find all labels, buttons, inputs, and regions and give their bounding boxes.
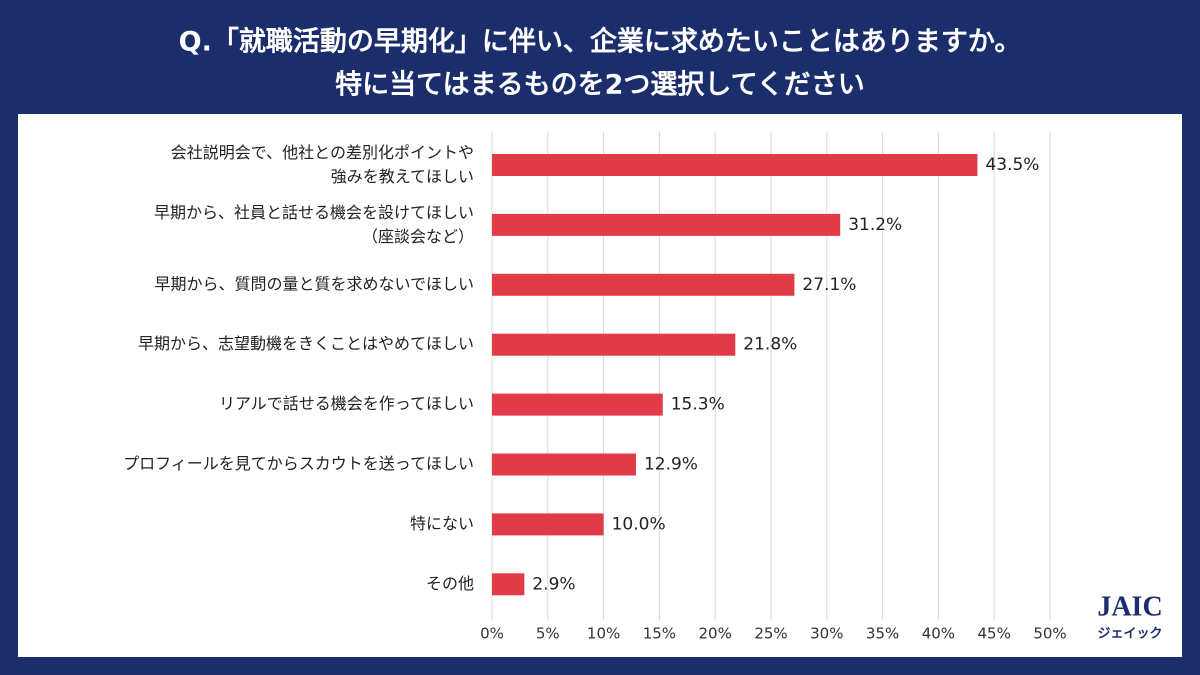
value-label: 15.3% bbox=[671, 395, 725, 415]
value-label: 21.8% bbox=[743, 335, 797, 355]
value-label: 31.2% bbox=[848, 215, 902, 235]
chart-panel bbox=[18, 114, 1182, 657]
y-tick-label: リアルで話せる機会を作ってほしい bbox=[219, 394, 474, 413]
x-tick-label: 20% bbox=[699, 625, 732, 643]
bar bbox=[492, 213, 841, 236]
logo-kana: ジェイック bbox=[1097, 627, 1162, 642]
bar bbox=[492, 573, 525, 596]
bar bbox=[492, 513, 604, 536]
bar bbox=[492, 333, 736, 356]
x-tick-label: 50% bbox=[1033, 625, 1066, 643]
x-tick-label: 35% bbox=[866, 625, 899, 643]
y-tick-label: 会社説明会で、他社との差別化ポイントや強みを教えてほしい bbox=[171, 143, 474, 186]
bar bbox=[492, 453, 636, 476]
y-tick-label: 早期から、質問の量と質を求めないでほしい bbox=[154, 274, 474, 293]
x-tick-label: 10% bbox=[587, 625, 620, 643]
x-tick-label: 45% bbox=[978, 625, 1011, 643]
x-tick-label: 40% bbox=[922, 625, 955, 643]
bar bbox=[492, 273, 795, 296]
y-tick-label: 早期から、志望動機をきくことはやめてほしい bbox=[138, 334, 474, 353]
value-label: 2.9% bbox=[532, 574, 575, 594]
logo-name: JAIC bbox=[1097, 591, 1162, 622]
bar bbox=[492, 154, 978, 176]
chart-title: Q.「就職活動の早期化」に伴い、企業に求めたいことはありますか。 bbox=[179, 26, 1022, 58]
y-tick-label: 早期から、社員と話せる機会を設けてほしい（座談会など） bbox=[154, 202, 474, 245]
bar bbox=[492, 393, 663, 416]
chart-subtitle: 特に当てはまるものを2つ選択してください bbox=[335, 70, 865, 101]
x-tick-label: 0% bbox=[480, 625, 504, 643]
x-tick-label: 25% bbox=[754, 625, 787, 643]
y-tick-label: その他 bbox=[426, 574, 474, 593]
y-tick-label: 特にない bbox=[410, 514, 474, 533]
value-label: 27.1% bbox=[802, 275, 856, 295]
x-tick-label: 5% bbox=[536, 625, 560, 643]
x-tick-label: 30% bbox=[810, 625, 843, 643]
value-label: 12.9% bbox=[644, 455, 698, 475]
x-tick-label: 15% bbox=[643, 625, 676, 643]
y-tick-label: プロフィールを見てからスカウトを送ってほしい bbox=[123, 454, 474, 473]
value-label: 10.0% bbox=[612, 514, 666, 534]
value-label: 43.5% bbox=[985, 155, 1039, 175]
